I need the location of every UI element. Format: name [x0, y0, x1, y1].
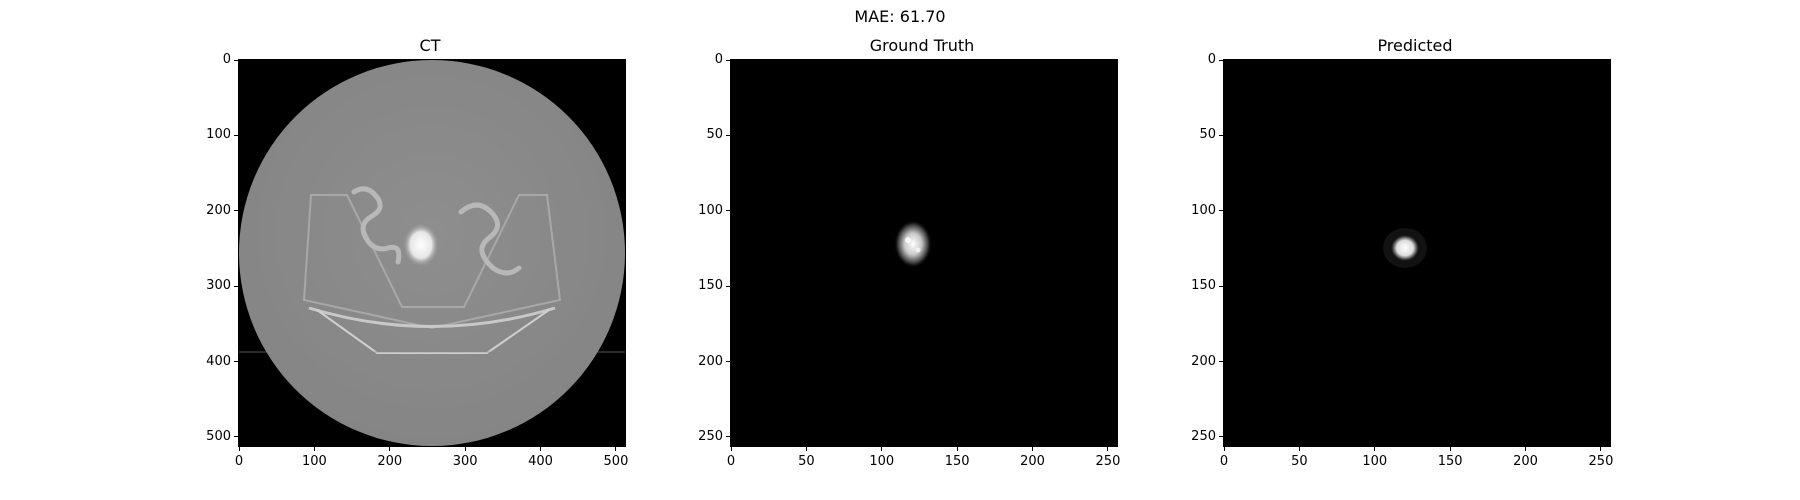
y-tick-mark	[1219, 134, 1224, 136]
x-tick-label: 50	[1291, 454, 1308, 469]
y-tick-mark	[726, 436, 731, 438]
y-tick-mark	[234, 436, 239, 438]
ct-image	[238, 59, 626, 447]
y-tick-label: 150	[698, 278, 723, 294]
x-tick-mark	[1600, 446, 1602, 451]
x-tick-mark	[956, 446, 958, 451]
x-tick-mark	[540, 446, 542, 451]
predicted-activity	[1390, 234, 1420, 262]
ct-bright-spot	[403, 223, 439, 267]
x-tick-label: 250	[1588, 454, 1614, 469]
y-tick-mark	[1219, 210, 1224, 212]
ct-couch-curve	[308, 306, 556, 328]
y-tick-label: 200	[1191, 353, 1216, 369]
y-tick-label: 250	[1191, 428, 1216, 444]
figure-suptitle: MAE: 61.70	[854, 7, 946, 26]
y-tick-mark	[234, 361, 239, 363]
predicted-image-svg	[1224, 60, 1610, 446]
x-tick-mark	[805, 446, 807, 451]
x-tick-label: 200	[1513, 454, 1538, 469]
x-tick-label: 0	[1219, 454, 1229, 469]
x-tick-mark	[1298, 446, 1300, 451]
x-tick-label: 50	[798, 454, 815, 469]
y-tick-label: 200	[698, 353, 723, 369]
x-tick-mark	[615, 446, 617, 451]
x-tick-label: 150	[1437, 454, 1463, 469]
x-tick-mark	[1374, 446, 1376, 451]
ground-truth-image	[730, 59, 1118, 447]
ct-image-svg	[239, 60, 625, 446]
ct-left-structure	[351, 186, 402, 265]
x-tick-mark	[313, 446, 315, 451]
y-tick-label: 50	[706, 127, 723, 143]
ground-truth-activity	[894, 220, 932, 268]
x-tick-mark	[464, 446, 466, 451]
y-tick-label: 0	[1207, 52, 1216, 67]
x-tick-mark	[1525, 446, 1527, 451]
x-tick-mark	[1032, 446, 1034, 451]
y-tick-mark	[726, 285, 731, 287]
y-tick-label: 500	[206, 428, 231, 444]
y-tick-mark	[726, 134, 731, 136]
y-tick-mark	[1219, 361, 1224, 363]
x-tick-label: 100	[301, 454, 327, 469]
x-tick-label: 100	[869, 454, 895, 469]
x-tick-mark	[389, 446, 391, 451]
ground-truth-image-svg	[731, 60, 1117, 446]
y-tick-mark	[726, 361, 731, 363]
panel-title-ct: CT	[419, 36, 441, 55]
y-tick-label: 100	[206, 127, 231, 143]
y-tick-mark	[234, 59, 239, 61]
x-tick-label: 100	[1362, 454, 1388, 469]
x-tick-label: 200	[377, 454, 403, 469]
y-tick-label: 100	[698, 202, 723, 218]
y-tick-label: 50	[1199, 127, 1216, 143]
y-tick-label: 400	[206, 353, 231, 369]
x-tick-mark	[1223, 446, 1225, 451]
y-tick-label: 300	[206, 278, 231, 294]
y-tick-label: 250	[698, 428, 723, 444]
y-tick-label: 200	[206, 202, 231, 218]
predicted-image	[1223, 59, 1611, 447]
x-tick-mark	[881, 446, 883, 451]
y-tick-label: 0	[714, 52, 723, 67]
y-tick-mark	[1219, 436, 1224, 438]
y-tick-mark	[234, 210, 239, 212]
x-tick-label: 500	[603, 454, 629, 469]
ct-phantom-outline	[302, 194, 562, 330]
x-tick-mark	[1107, 446, 1109, 451]
ct-right-structure	[458, 202, 522, 276]
panel-title-ground-truth: Ground Truth	[869, 36, 975, 55]
x-tick-mark	[238, 446, 240, 451]
y-tick-label: 150	[1191, 278, 1216, 294]
y-tick-label: 0	[222, 52, 231, 67]
x-tick-mark	[1449, 446, 1451, 451]
y-tick-mark	[726, 59, 731, 61]
x-tick-label: 300	[452, 454, 478, 469]
x-tick-label: 250	[1095, 454, 1121, 469]
ct-couch-frame	[316, 309, 550, 354]
x-tick-label: 150	[944, 454, 970, 469]
y-tick-mark	[234, 134, 239, 136]
x-tick-label: 0	[726, 454, 736, 469]
panel-title-predicted: Predicted	[1377, 36, 1453, 55]
y-tick-mark	[234, 285, 239, 287]
y-tick-mark	[726, 210, 731, 212]
x-tick-mark	[730, 446, 732, 451]
y-tick-mark	[1219, 59, 1224, 61]
x-tick-label: 400	[528, 454, 553, 469]
x-tick-label: 0	[234, 454, 244, 469]
x-tick-label: 200	[1020, 454, 1045, 469]
y-tick-mark	[1219, 285, 1224, 287]
y-tick-label: 100	[1191, 202, 1216, 218]
